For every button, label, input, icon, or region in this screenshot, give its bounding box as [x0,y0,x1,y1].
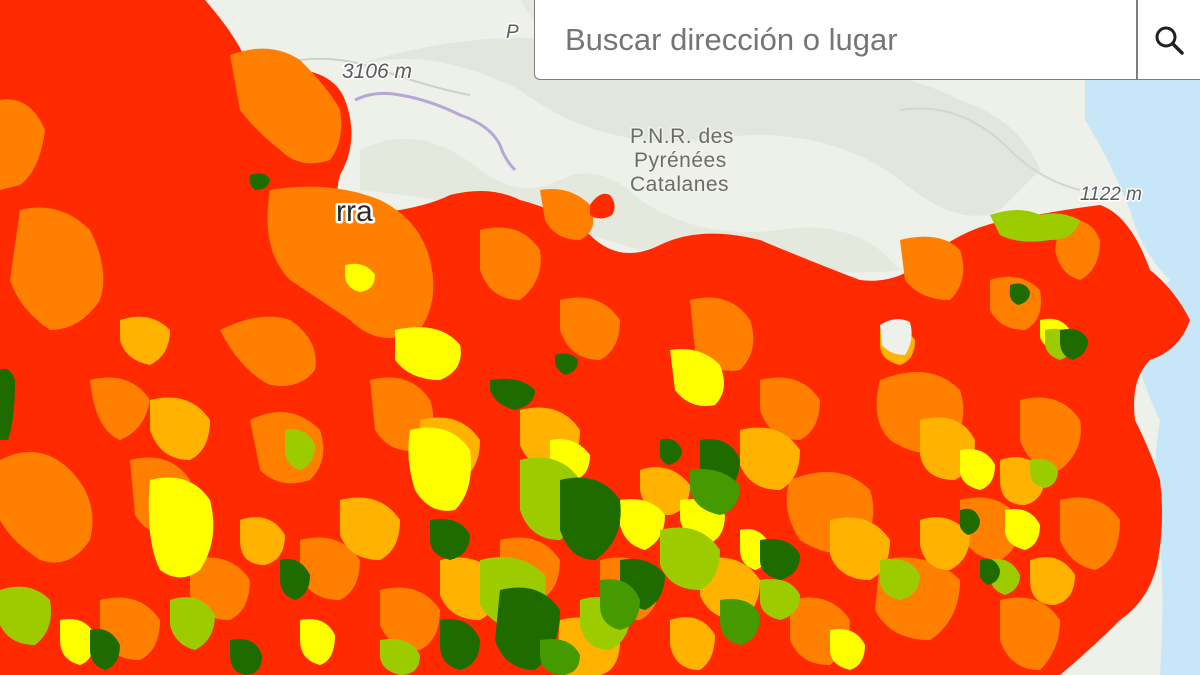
road-line-2 [899,107,1081,191]
regions-mid-green [540,469,760,675]
search-input[interactable] [534,0,1137,80]
city-label-partial: rra [336,195,373,228]
peak-label-east: 1122 m [1080,184,1142,205]
regions-light-green [0,210,1080,675]
national-border [354,91,517,172]
peak-label-west: 3106 m [342,60,412,83]
search-icon [1155,26,1184,55]
region-no-data [880,319,912,355]
road-line [299,57,471,96]
peak-label-partial: P [506,22,519,43]
region-red-patch [590,193,615,219]
park-label-line1: P.N.R. des [630,125,734,148]
terrain-shading-2 [360,138,900,273]
regions-orange [0,48,1120,670]
regions-dark-green [0,173,1088,675]
search-button[interactable] [1137,0,1200,80]
regions-amber [120,316,1075,675]
search-box [534,0,1200,80]
park-label-line3: Catalanes [630,173,729,196]
park-label-line2: Pyrénées [634,149,727,172]
terrain-shading [340,38,1040,216]
regions-yellow [60,263,1070,670]
